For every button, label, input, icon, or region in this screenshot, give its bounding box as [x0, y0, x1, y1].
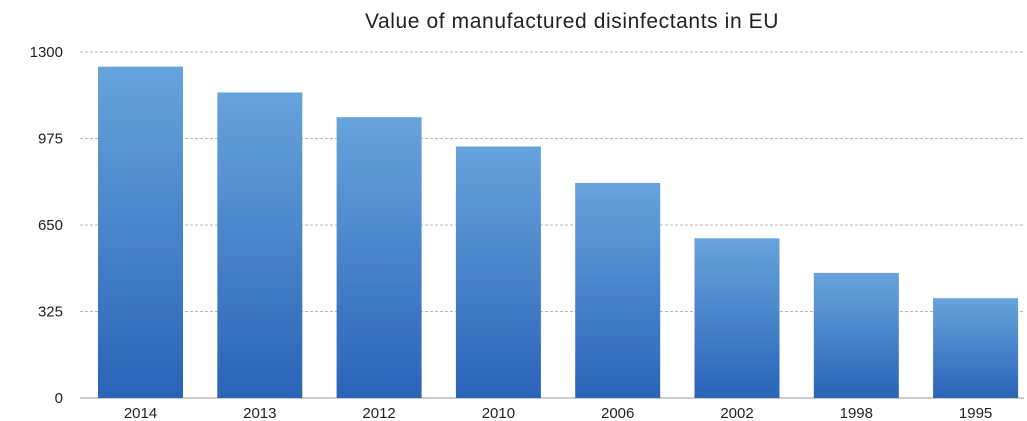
bar-2006	[575, 182, 661, 398]
bar-2010	[455, 146, 541, 398]
x-tick-label: 2014	[124, 405, 157, 421]
y-axis-tick-labels: 0 325 650 975 1300	[30, 44, 63, 407]
bar-2012	[336, 117, 422, 398]
y-tick-label: 1300	[30, 44, 63, 61]
chart-title: Value of manufactured disinfectants in E…	[365, 10, 779, 33]
x-tick-label: 2012	[362, 405, 395, 421]
x-tick-label: 2013	[243, 405, 276, 421]
y-tick-label: 325	[38, 304, 63, 321]
x-tick-label: 1998	[840, 405, 873, 421]
bar-1998	[813, 272, 899, 398]
x-tick-label: 2006	[601, 405, 634, 421]
bars	[98, 66, 1019, 398]
x-tick-label: 2010	[482, 405, 515, 421]
y-tick-label: 0	[55, 390, 63, 407]
x-axis-tick-labels: 2014 2013 2012 2010 2006 2002 1998 1995	[124, 405, 992, 421]
y-tick-label: 650	[38, 217, 63, 234]
bar-1995	[933, 298, 1019, 398]
bar-2013	[217, 92, 303, 398]
y-tick-label: 975	[38, 131, 63, 148]
x-tick-label: 1995	[959, 405, 992, 421]
bar-2014	[98, 66, 183, 398]
x-tick-label: 2002	[720, 405, 753, 421]
bar-2002	[694, 238, 780, 398]
